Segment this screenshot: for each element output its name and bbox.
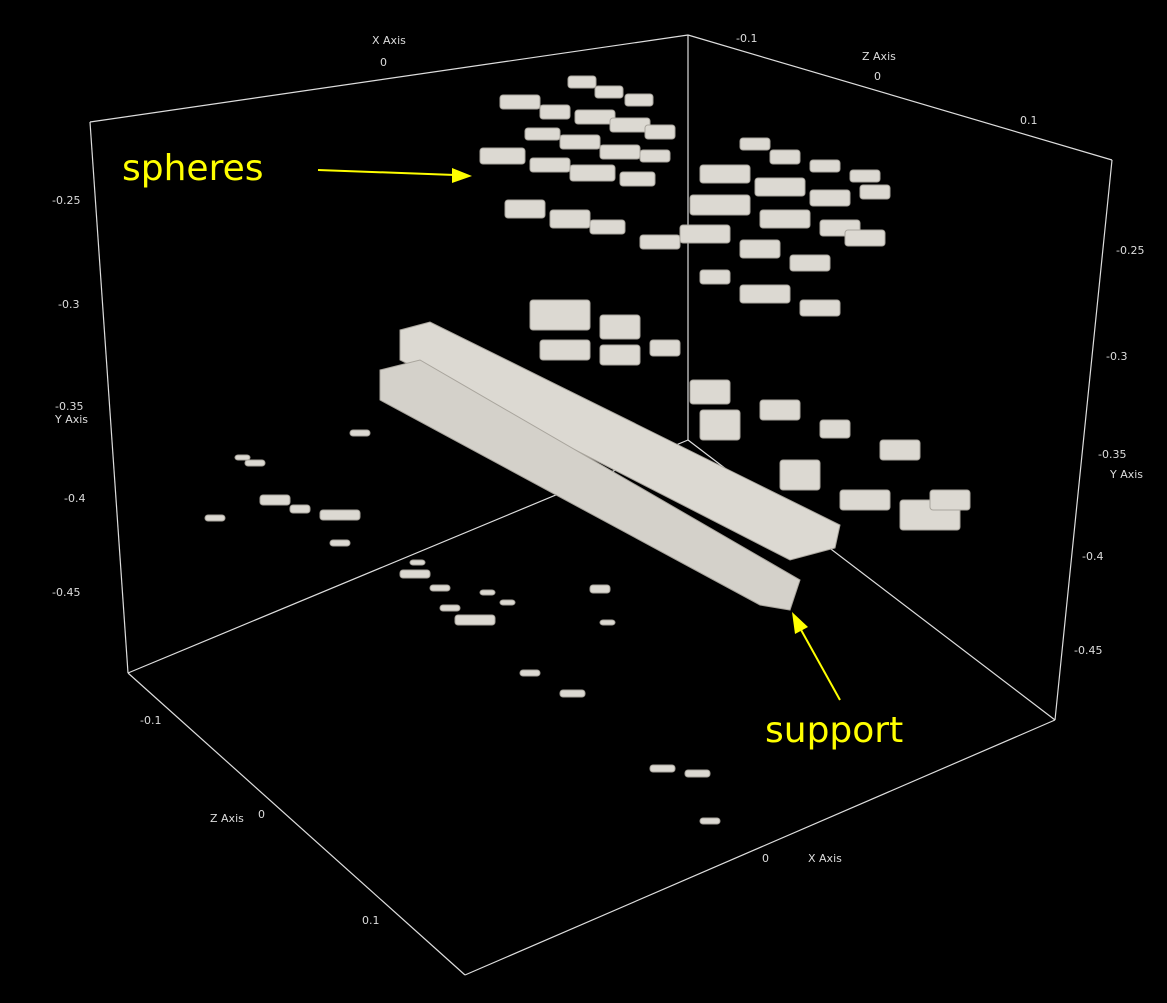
voxel-blob	[540, 340, 590, 360]
axis-title: X Axis	[372, 34, 406, 47]
voxel-blob	[560, 135, 600, 149]
tick-label: -0.3	[1106, 350, 1127, 363]
voxel-blob	[800, 300, 840, 316]
tick-label: 0	[258, 808, 265, 821]
voxel-blob	[568, 76, 596, 88]
voxel-blob	[235, 455, 250, 460]
voxel-blob	[810, 160, 840, 172]
voxel-blob	[260, 495, 290, 505]
voxel-blob	[550, 210, 590, 228]
voxel-blob	[840, 490, 890, 510]
voxel-blob	[760, 210, 810, 228]
voxel-blob	[430, 585, 450, 591]
axis-title: Z Axis	[862, 50, 896, 63]
voxel-blob	[640, 150, 670, 162]
voxel-blob	[850, 170, 880, 182]
axis-title: Y Axis	[54, 413, 88, 426]
voxel-blob	[245, 460, 265, 466]
tick-label: -0.35	[1098, 448, 1126, 461]
tick-label: 0	[380, 56, 387, 69]
voxel-blob	[530, 300, 590, 330]
voxel-blob	[790, 255, 830, 271]
tick-label: -0.1	[140, 714, 161, 727]
voxel-blob	[600, 345, 640, 365]
voxel-blob	[650, 340, 680, 356]
voxel-blob	[290, 505, 310, 513]
voxel-blob	[520, 670, 540, 676]
tick-label: -0.3	[58, 298, 79, 311]
voxel-blob	[480, 148, 525, 164]
voxel-blob	[590, 220, 625, 234]
voxel-blob	[690, 380, 730, 404]
voxel-blob	[810, 190, 850, 206]
voxel-blob	[480, 590, 495, 595]
tick-label: -0.4	[1082, 550, 1103, 563]
voxel-blob	[530, 158, 570, 172]
voxel-blob	[780, 460, 820, 490]
voxel-blob	[880, 440, 920, 460]
voxel-blob	[570, 165, 615, 181]
voxel-blob	[540, 105, 570, 119]
voxel-blob	[320, 510, 360, 520]
voxel-blob	[455, 615, 495, 625]
voxel-blob	[410, 560, 425, 565]
voxel-blob	[700, 165, 750, 183]
voxel-blob	[440, 605, 460, 611]
scene-view: spheres support X Axis 0 -0.1 Z Axis 0 0…	[0, 0, 1167, 1003]
voxel-blob	[685, 770, 710, 777]
tick-label: -0.35	[55, 400, 83, 413]
tick-label: -0.45	[1074, 644, 1102, 657]
voxel-blob	[500, 95, 540, 109]
annotation-label: support	[765, 710, 903, 751]
voxel-blob	[400, 570, 430, 578]
voxel-blob	[755, 178, 805, 196]
voxel-blob	[680, 225, 730, 243]
voxel-blob	[740, 240, 780, 258]
voxel-blob	[760, 400, 800, 420]
voxel-blob	[640, 235, 680, 249]
voxel-blob	[625, 94, 653, 106]
voxel-blob	[740, 285, 790, 303]
voxel-blob	[595, 86, 623, 98]
voxel-blob	[500, 600, 515, 605]
voxel-blob	[590, 585, 610, 593]
voxel-blob	[700, 270, 730, 284]
tick-label: 0.1	[362, 914, 380, 927]
voxel-blob	[650, 765, 675, 772]
voxel-blob	[600, 620, 615, 625]
axis-title: Y Axis	[1109, 468, 1143, 481]
voxel-blob	[350, 430, 370, 436]
voxel-blob	[845, 230, 885, 246]
voxel-blob	[930, 490, 970, 510]
axis-title: Z Axis	[210, 812, 244, 825]
voxel-blob	[525, 128, 560, 140]
tick-label: -0.1	[736, 32, 757, 45]
voxel-blob	[620, 172, 655, 186]
tick-label: -0.25	[1116, 244, 1144, 257]
voxel-blob	[645, 125, 675, 139]
voxel-blob	[690, 195, 750, 215]
tick-label: 0.1	[1020, 114, 1038, 127]
voxel-blob	[770, 150, 800, 164]
voxel-blob	[205, 515, 225, 521]
voxel-blob	[575, 110, 615, 124]
tick-label: 0	[874, 70, 881, 83]
annotation-label: spheres	[122, 148, 264, 189]
voxel-blob	[505, 200, 545, 218]
voxel-blob	[560, 690, 585, 697]
voxel-blob	[600, 315, 640, 339]
tick-label: -0.4	[64, 492, 85, 505]
voxel-blob	[740, 138, 770, 150]
axis-title: X Axis	[808, 852, 842, 865]
voxel-blob	[700, 410, 740, 440]
voxel-blob	[860, 185, 890, 199]
voxel-blob	[600, 145, 640, 159]
tick-label: -0.45	[52, 586, 80, 599]
voxel-blob	[820, 420, 850, 438]
voxel-blob	[610, 118, 650, 132]
tick-label: 0	[762, 852, 769, 865]
voxel-blob	[700, 818, 720, 824]
voxel-blob	[330, 540, 350, 546]
tick-label: -0.25	[52, 194, 80, 207]
